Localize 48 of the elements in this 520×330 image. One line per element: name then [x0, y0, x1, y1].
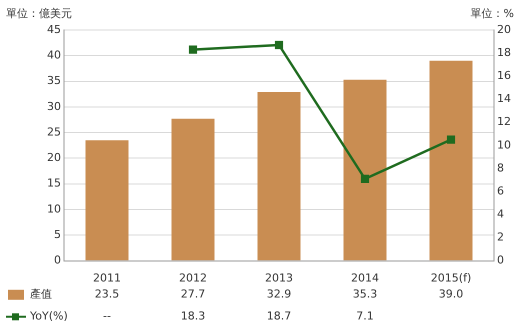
y2-tick-label: 16 [497, 69, 512, 82]
point [446, 136, 456, 144]
bar [344, 80, 386, 260]
y-tick-label: 25 [46, 125, 61, 138]
bar [172, 118, 214, 260]
point [188, 46, 198, 54]
y2-tick-label: 6 [497, 184, 504, 198]
y2-tick-label: 10 [497, 138, 512, 152]
data-label: 32.9 [266, 288, 292, 301]
y-tick-label: 45 [46, 22, 61, 36]
y-axis-title: 單位：億美元 [6, 6, 72, 20]
point [360, 174, 370, 183]
data-label: 39.0 [438, 288, 464, 301]
data-label: 18.7 [266, 310, 292, 323]
bar [430, 60, 473, 260]
y2-tick-label: 20 [497, 22, 512, 36]
x-tick-label: 2011 [93, 271, 121, 284]
y2-tick-label: 12 [497, 115, 512, 128]
bar [258, 92, 300, 260]
y-tick-label: 5 [54, 228, 61, 242]
point [274, 40, 284, 50]
y2-tick-label: 8 [497, 161, 504, 174]
data-label: 7.1 [356, 310, 374, 323]
x-tick-label: 2013 [265, 271, 293, 284]
data-label: 23.5 [94, 288, 120, 301]
x-tick-label: 2015(f) [430, 271, 472, 284]
text: -- [103, 310, 111, 323]
y2-tick-label: 0 [497, 254, 504, 267]
y2-tick-label: 14 [497, 92, 512, 106]
y-tick-label: 30 [46, 100, 61, 113]
y-tick-label: 0 [54, 254, 61, 267]
y-tick-label: 15 [46, 176, 61, 190]
y2-tick-label: 2 [497, 230, 504, 244]
data-label: 27.7 [180, 288, 206, 301]
y-tick-label: 10 [46, 202, 61, 216]
y-tick-label: 40 [46, 48, 61, 62]
bar [86, 140, 128, 260]
data-label: 18.3 [180, 310, 206, 323]
y-tick-label: 20 [46, 151, 61, 164]
legend-label: 產值 [30, 288, 52, 301]
x-tick-label: 2014 [351, 271, 379, 284]
y2-tick-label: 4 [497, 208, 504, 220]
data-label: 35.3 [352, 288, 378, 301]
x-tick-label: 2012 [179, 271, 207, 284]
y2-axis-title: 單位：% [470, 6, 514, 20]
y-tick-label: 35 [46, 74, 61, 88]
y2-tick-label: 18 [497, 46, 512, 59]
legend-label: YoY(%) [29, 310, 68, 323]
